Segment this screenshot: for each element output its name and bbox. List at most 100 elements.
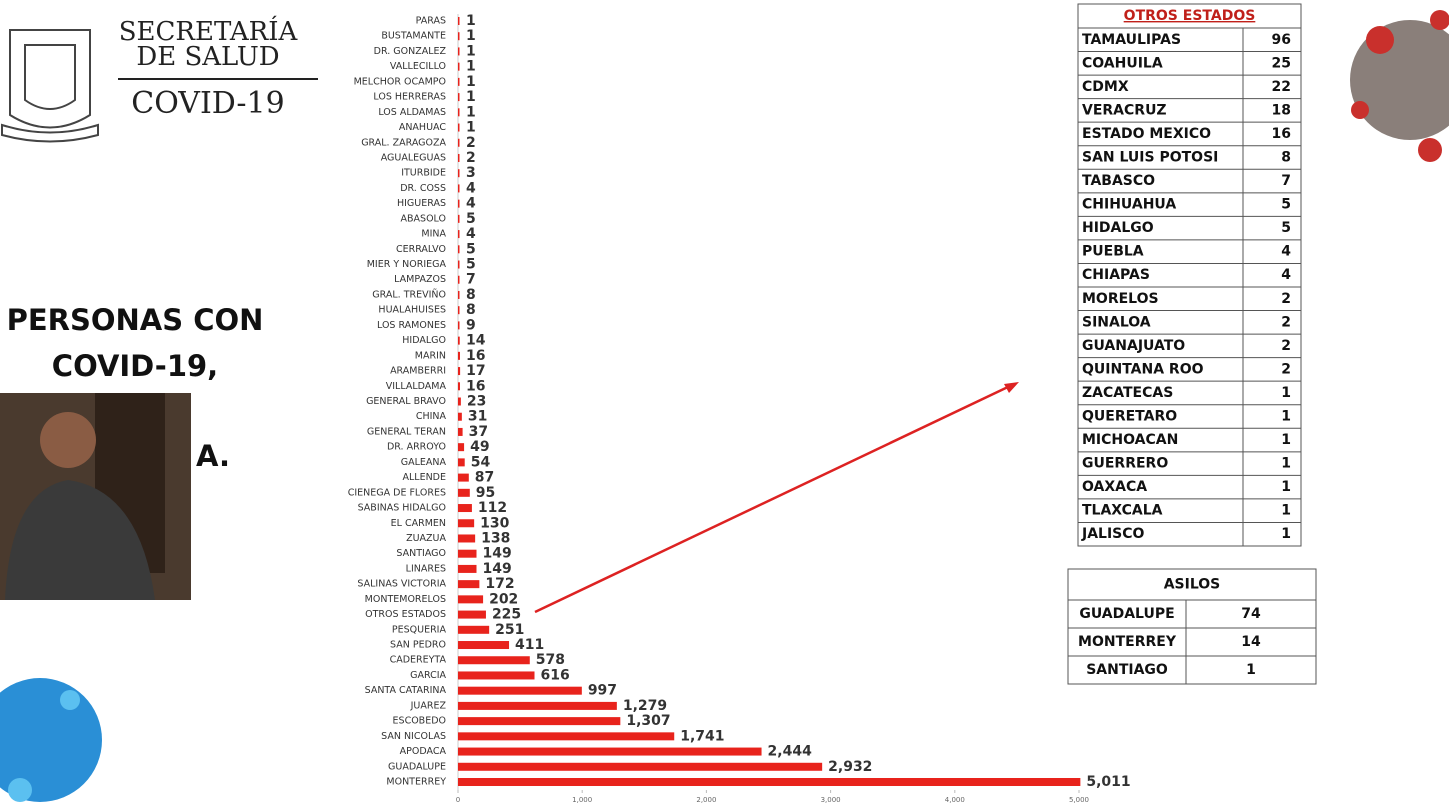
category-label: CERRALVO — [396, 244, 446, 255]
arrow — [534, 384, 1011, 614]
category-label: GARCIA — [410, 670, 446, 681]
x-tick-label: 1,000 — [572, 796, 592, 804]
category-label: SAN PEDRO — [390, 640, 446, 651]
state-count: 25 — [1272, 55, 1291, 71]
category-label: DR. ARROYO — [387, 442, 446, 453]
state-name: QUERETARO — [1082, 409, 1177, 425]
state-name: OAXACA — [1082, 479, 1147, 495]
value-label: 95 — [476, 485, 495, 501]
state-name: MORELOS — [1082, 291, 1159, 307]
table-title: ASILOS — [1164, 577, 1221, 593]
x-tick-label: 0 — [456, 796, 460, 804]
category-label: HUALAHUISES — [378, 305, 446, 316]
value-label: 616 — [541, 667, 570, 683]
bar — [458, 610, 486, 619]
value-label: 4 — [466, 226, 476, 242]
value-label: 1 — [466, 13, 476, 29]
state-name: PUEBLA — [1082, 244, 1144, 260]
category-label: GUADALUPE — [388, 761, 446, 772]
category-label: MIER Y NORIEGA — [367, 259, 447, 270]
value-label: 1,279 — [623, 698, 667, 714]
state-count: 2 — [1281, 314, 1291, 330]
value-label: 1 — [466, 89, 476, 105]
bar — [458, 108, 460, 117]
bar — [458, 230, 460, 239]
value-label: 4 — [466, 196, 476, 212]
header-line: DE SALUD — [136, 42, 279, 72]
category-label: SALINAS VICTORIA — [357, 579, 446, 590]
category-label: HIDALGO — [402, 335, 446, 346]
category-label: VALLECILLO — [390, 61, 446, 72]
heading-line: PERSONAS CON — [7, 303, 264, 337]
state-count: 18 — [1272, 102, 1291, 118]
state-name: TLAXCALA — [1082, 503, 1163, 519]
state-count: 2 — [1281, 338, 1291, 354]
bar — [458, 504, 472, 513]
value-label: 1 — [466, 120, 476, 136]
header-line: COVID-19 — [131, 86, 284, 121]
category-label: SAN NICOLAS — [381, 731, 446, 742]
category-label: LAMPAZOS — [394, 274, 446, 285]
bar — [458, 77, 460, 86]
value-label: 138 — [481, 530, 510, 546]
category-label: PARAS — [416, 16, 446, 27]
bar — [458, 519, 475, 528]
bar — [458, 367, 461, 376]
bar — [458, 184, 460, 193]
state-count: 1 — [1281, 385, 1291, 401]
state-count: 1 — [1281, 526, 1291, 542]
value-label: 1 — [466, 59, 476, 75]
category-label: PESQUERIA — [392, 624, 447, 635]
bar — [458, 169, 460, 178]
category-label: ITURBIDE — [401, 168, 446, 179]
logo — [0, 29, 99, 143]
category-label: EL CARMEN — [391, 518, 446, 529]
state-count: 5 — [1281, 197, 1291, 213]
category-label: LOS ALDAMAS — [378, 107, 446, 118]
asilo-name: SANTIAGO — [1086, 662, 1168, 678]
bar — [458, 549, 477, 558]
bar — [458, 488, 470, 497]
asilo-count: 74 — [1241, 606, 1261, 622]
table-frame — [1077, 3, 1302, 547]
bar — [458, 138, 460, 147]
state-count: 16 — [1272, 126, 1291, 142]
state-name: GUANAJUATO — [1082, 338, 1185, 354]
category-label: CADEREYTA — [390, 655, 447, 666]
value-label: 17 — [466, 363, 485, 379]
bar — [458, 47, 460, 56]
state-count: 22 — [1272, 79, 1291, 95]
bar — [458, 62, 460, 71]
value-label: 172 — [485, 576, 514, 592]
bar — [458, 17, 460, 25]
asilo-count: 1 — [1246, 662, 1256, 678]
category-label: GALEANA — [401, 457, 447, 468]
state-name: TAMAULIPAS — [1082, 32, 1181, 48]
state-name: JALISCO — [1081, 526, 1145, 542]
bar — [458, 32, 460, 41]
bar — [458, 290, 460, 299]
bar — [458, 93, 460, 102]
value-label: 149 — [483, 561, 512, 577]
value-label: 251 — [495, 622, 524, 638]
bar — [458, 762, 823, 771]
category-label: ZUAZUA — [406, 533, 446, 544]
category-label: GRAL. ZARAGOZA — [361, 137, 446, 148]
asilo-count: 14 — [1241, 634, 1261, 650]
value-label: 54 — [471, 454, 491, 470]
value-label: 2,932 — [828, 759, 872, 775]
category-label: ESCOBEDO — [393, 716, 446, 727]
category-label: SABINAS HIDALGO — [358, 503, 446, 514]
bar — [458, 153, 460, 162]
bar — [458, 443, 465, 452]
value-label: 1,307 — [626, 713, 670, 729]
value-label: 2 — [466, 150, 476, 166]
value-label: 997 — [588, 683, 617, 699]
category-label: MONTERREY — [386, 777, 446, 788]
table-frame — [1067, 568, 1317, 685]
value-label: 9 — [466, 317, 476, 333]
state-count: 1 — [1281, 409, 1291, 425]
interpreter-video — [0, 393, 191, 600]
category-label: BUSTAMANTE — [381, 31, 446, 42]
bar — [458, 351, 460, 360]
